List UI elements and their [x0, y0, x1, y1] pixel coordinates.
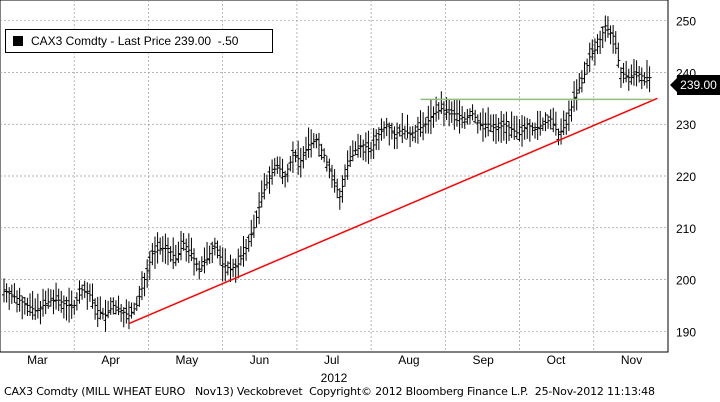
y-tick-label: 230 — [676, 118, 696, 132]
legend: CAX3 Comdty - Last Price 239.00 -.50 — [5, 29, 273, 53]
x-month-label: Aug — [398, 353, 419, 367]
y-tick-label: 200 — [676, 274, 696, 288]
y-tick-label: 220 — [676, 170, 696, 184]
x-month-label: Oct — [547, 353, 566, 367]
x-month-label: Apr — [101, 353, 120, 367]
x-month-label: Sep — [472, 353, 494, 367]
y-tick-label: 250 — [676, 15, 696, 29]
y-tick-label: 210 — [676, 222, 696, 236]
last-price-tag: 239.00 — [670, 75, 720, 95]
x-month-label: Jul — [324, 353, 339, 367]
x-month-label: Nov — [621, 353, 642, 367]
support-trendline — [128, 97, 658, 325]
x-month-label: Mar — [27, 353, 48, 367]
x-month-label: May — [176, 353, 199, 367]
x-month-label: Jun — [250, 353, 269, 367]
footer-caption: CAX3 Comdty (MILL WHEAT EURO Nov13) Veck… — [4, 385, 655, 398]
y-tick-label: 190 — [676, 325, 696, 339]
legend-text: CAX3 Comdty - Last Price 239.00 -.50 — [31, 34, 239, 48]
x-year-label: 2012 — [321, 371, 348, 385]
legend-swatch — [13, 36, 23, 46]
